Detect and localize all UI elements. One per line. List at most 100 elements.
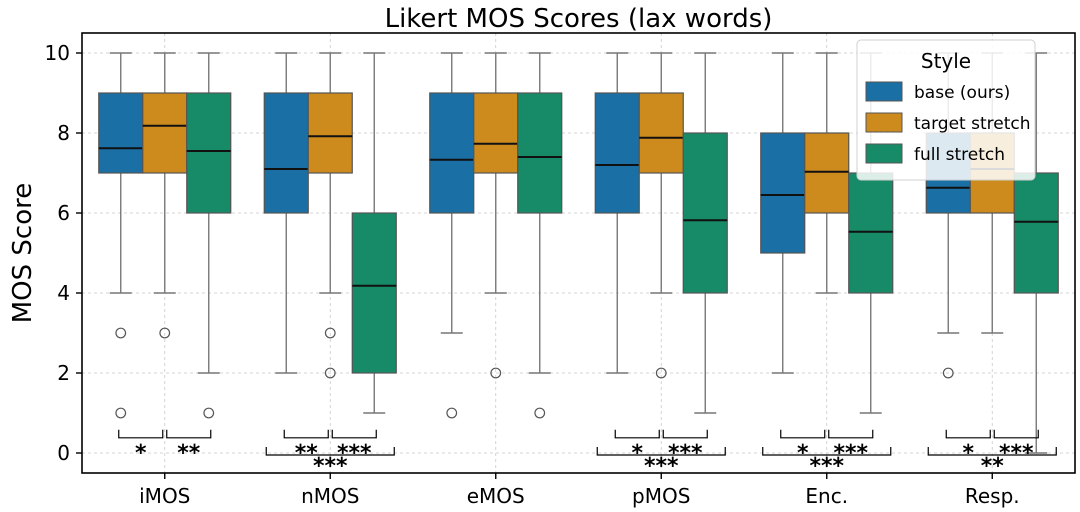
outlier-point <box>446 407 458 419</box>
box-body <box>429 92 475 214</box>
outlier-point <box>324 327 336 339</box>
outlier-point <box>324 367 336 379</box>
box-0-2 <box>186 52 232 419</box>
box-4-0 <box>760 52 806 374</box>
box-body <box>142 92 188 174</box>
significance-bracket: *** <box>662 429 708 466</box>
box-0-0 <box>98 52 144 419</box>
box-body <box>351 212 397 374</box>
box-2-2 <box>517 52 563 419</box>
significance-bracket: *** <box>993 429 1039 466</box>
significance-label: ** <box>177 441 201 466</box>
significance-bracket: ** <box>166 429 212 466</box>
bracket-line <box>596 447 726 456</box>
chart-title: Likert MOS Scores (lax words) <box>385 4 773 34</box>
outlier-point <box>115 407 127 419</box>
box-1-1 <box>307 52 353 379</box>
box-body <box>98 92 144 174</box>
legend-swatch <box>865 143 903 164</box>
significance-bracket: *** <box>828 429 874 466</box>
box-body <box>307 92 353 174</box>
bracket-line <box>993 429 1039 439</box>
x-tick-label: eMOS <box>467 484 525 508</box>
box-3-0 <box>594 52 640 374</box>
significance-bracket: * <box>945 429 991 466</box>
bracket-line <box>828 429 874 439</box>
significance-bracket: *** <box>331 429 377 466</box>
box-5-2 <box>1013 52 1059 454</box>
x-tick-label: iMOS <box>139 484 190 508</box>
outlier-point <box>534 407 546 419</box>
x-tick-label: Enc. <box>805 484 848 508</box>
plot-frame <box>81 32 1076 474</box>
box-body <box>263 92 309 214</box>
significance-label: *** <box>668 441 703 466</box>
bracket-line <box>166 429 212 439</box>
x-tick-label: pMOS <box>632 484 690 508</box>
y-tick-label: 10 <box>45 41 70 65</box>
outlier-point <box>203 407 215 419</box>
outlier-point <box>655 367 667 379</box>
box-body <box>804 132 850 214</box>
legend-swatch <box>865 81 903 102</box>
bracket-line <box>118 429 164 439</box>
outlier-point <box>490 367 502 379</box>
legend: Style base (ours) target stretch full stret… <box>856 39 1036 181</box>
box-4-2 <box>848 52 894 414</box>
y-axis-label: MOS Score <box>8 183 38 324</box>
y-tick-label: 4 <box>57 281 70 305</box>
significance-bracket: * <box>780 429 826 466</box>
bracket-line <box>265 447 395 456</box>
significance-label: * <box>135 441 147 466</box>
box-1-0 <box>263 52 309 374</box>
box-3-1 <box>638 52 684 379</box>
significance-bracket: ** <box>283 429 329 466</box>
box-body <box>848 172 894 294</box>
box-3-2 <box>682 52 728 414</box>
significance-label: *** <box>337 441 372 466</box>
significance-bracket: * <box>118 429 164 466</box>
bracket-line <box>662 429 708 439</box>
significance-label: * <box>631 441 643 466</box>
legend-label: base (ours) <box>914 83 1010 103</box>
significance-bracket: *** <box>762 447 892 479</box>
outlier-point <box>942 367 954 379</box>
box-body <box>682 132 728 294</box>
box-0-1 <box>142 52 188 339</box>
y-tick-label: 2 <box>57 361 70 385</box>
significance-label: ** <box>295 441 319 466</box>
y-tick-label: 8 <box>57 121 70 145</box>
y-tick-label: 6 <box>57 201 70 225</box>
legend-swatch <box>865 112 903 133</box>
box-4-1 <box>804 52 850 294</box>
x-tick-label: Resp. <box>965 484 1020 508</box>
box-1-2 <box>351 52 397 414</box>
box-body <box>473 92 519 174</box>
significance-label: * <box>797 441 809 466</box>
legend-label: full stretch <box>914 145 1005 165</box>
bracket-line <box>614 429 660 439</box>
box-2-0 <box>429 52 475 419</box>
y-tick-label: 0 <box>57 441 70 465</box>
box-body <box>638 92 684 174</box>
box-body <box>760 132 806 254</box>
box-body <box>1013 172 1059 294</box>
bracket-line <box>762 447 892 456</box>
significance-bracket: * <box>614 429 660 466</box>
bracket-line <box>945 429 991 439</box>
bracket-line <box>780 429 826 439</box>
outlier-point <box>115 327 127 339</box>
bracket-line <box>331 429 377 439</box>
outlier-point <box>159 327 171 339</box>
significance-annotations: * ** ** ******* ******* ******* ***** <box>118 429 1057 479</box>
significance-label: *** <box>833 441 868 466</box>
box-body <box>594 92 640 214</box>
x-tick-label: nMOS <box>301 484 359 508</box>
y-axis: 0 2 4 6 8 10 MOS Score <box>8 41 82 465</box>
x-axis: iMOS nMOS eMOS pMOS Enc. Resp. <box>139 473 1020 508</box>
significance-label: *** <box>999 441 1034 466</box>
bracket-line <box>283 429 329 439</box>
box-body <box>186 92 232 214</box>
significance-label: * <box>962 441 974 466</box>
